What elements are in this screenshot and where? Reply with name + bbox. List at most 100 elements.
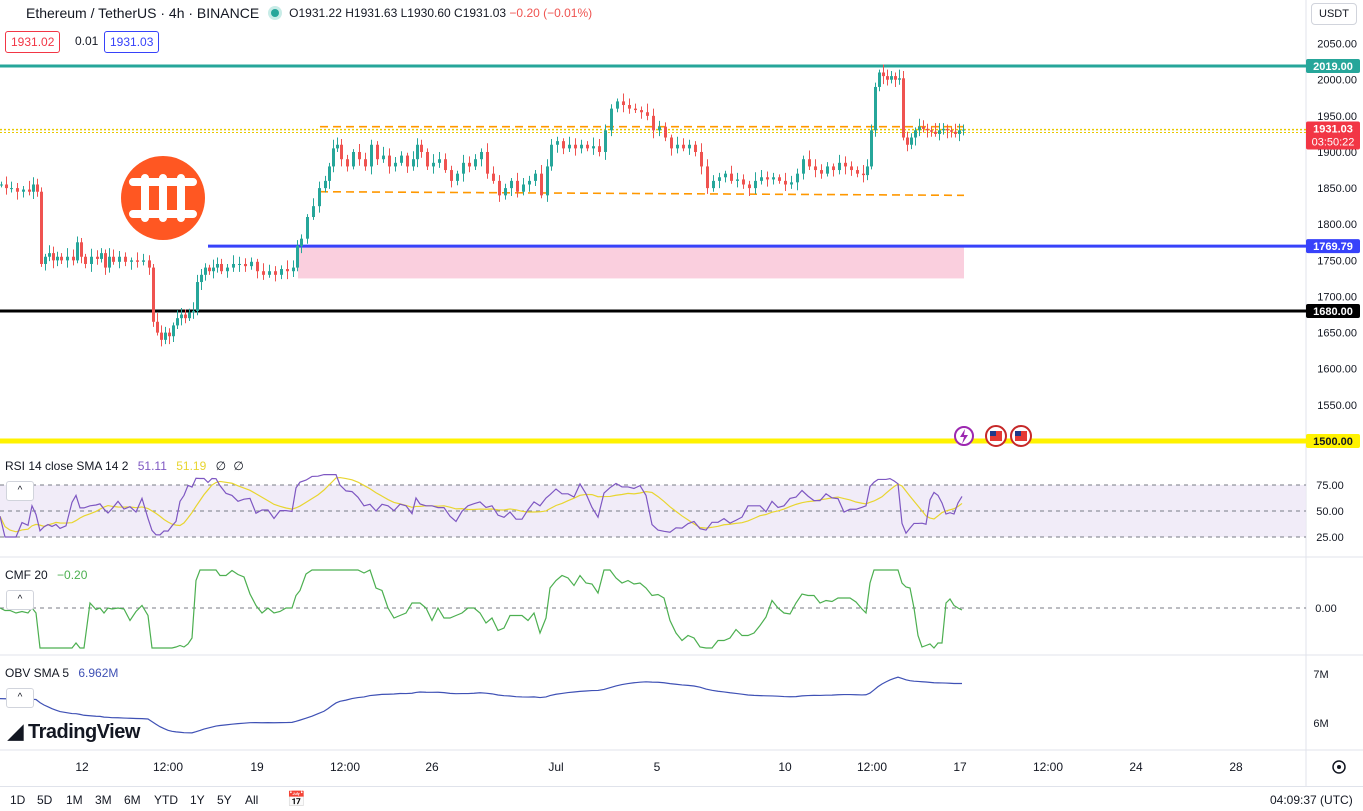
candle-body [438,159,441,163]
time-axis-label: 28 [1229,760,1243,774]
obv-collapse-button[interactable]: ^ [6,688,34,708]
candle-body [946,128,949,131]
candle-body [208,267,211,272]
candle-body [634,108,637,111]
obv-title: OBV SMA 5 [5,666,70,680]
candle-body [736,179,739,181]
candle-body [486,151,489,174]
candle-body [870,130,873,167]
candle-body [534,173,537,181]
candle-body [188,312,191,319]
candle-body [394,162,397,167]
sell-price-button[interactable]: 1931.02 [5,31,61,53]
rsi-label: RSI 14 close SMA 14 2 51.11 51.19 ∅ ∅ [5,459,244,473]
rsi-tick-label: 75.00 [1316,480,1344,492]
candle-body [918,126,921,131]
candle-body [450,170,453,181]
exchange-logo-mark [129,174,197,222]
candle-body [296,245,299,268]
candle-body [568,144,571,149]
candle-body [682,144,685,149]
candle-body [808,159,811,167]
candle-body [312,206,315,218]
candle-body [124,256,127,262]
candle-body [622,101,625,106]
chart-canvas[interactable]: 2050.002000.001950.001900.001850.001800.… [0,0,1363,786]
candle-body [844,162,847,167]
range-3m[interactable]: 3M [95,793,112,807]
candle-body [556,141,559,145]
chart-header: Ethereum / TetherUS · 4h · BINANCE O1931… [0,0,596,26]
ohlc-close: C1931.03 [454,6,507,20]
settings-icon-center [1337,765,1341,769]
range-all[interactable]: All [245,793,259,807]
candle-body [100,253,103,259]
candle-body [522,184,525,192]
cmf-collapse-button[interactable]: ^ [6,590,34,610]
candle-body [90,256,93,264]
candle-body [292,267,295,272]
candle-body [432,162,435,167]
candle-body [474,159,477,167]
utc-clock[interactable]: 04:09:37 (UTC) [1270,793,1353,807]
candle-body [866,166,869,176]
candle-body [340,144,343,160]
buy-price-button[interactable]: 1931.03 [104,31,160,53]
spread-label: 0.01 [70,31,104,51]
candle-body [742,179,745,185]
range-1m[interactable]: 1M [66,793,83,807]
rsi-collapse-button[interactable]: ^ [6,481,34,501]
candle-body [886,76,889,80]
candle-body [76,242,79,261]
candle-body [184,314,187,319]
candle-body [382,155,385,160]
candle-body [84,256,87,264]
current-price-text: 1931.03 [1313,124,1353,136]
candle-body [950,130,953,132]
ohlc-readout: O1931.22 H1931.63 L1930.60 C1931.03 −0.2… [289,6,596,20]
candle-body [220,263,223,272]
candle-body [232,263,235,268]
candle-body [760,177,763,181]
candle-body [358,151,361,160]
candle-body [420,144,423,152]
candle-body [580,144,583,149]
candle-body [528,180,531,185]
range-ytd[interactable]: YTD [154,793,178,807]
candle-body [168,332,171,337]
tag-1769-text: 1769.79 [1313,241,1353,253]
candle-body [894,76,897,80]
range-1d[interactable]: 1D [10,793,26,807]
candle-body [724,173,727,178]
candle-body [216,263,219,268]
candle-body [958,130,961,134]
tradingview-logo: ◢ TradingView [8,719,140,744]
candle-body [156,321,159,333]
candle-body [540,173,543,196]
brand-name: TradingView [27,721,140,743]
candle-body [890,76,893,80]
candle-body [652,115,655,131]
candle-body [598,146,601,152]
candle-body [628,105,631,109]
candle-body [778,177,781,181]
candle-body [274,271,277,275]
price-tick-label: 1600.00 [1317,364,1357,376]
range-1y[interactable]: 1Y [190,793,205,807]
candle-body [516,180,519,192]
candle-body [196,282,199,311]
candle-body [130,260,133,262]
rsi-extra-1: ∅ [215,459,227,473]
candle-body [790,182,793,185]
currency-selector[interactable]: USDT [1311,3,1357,25]
rsi-tick-label: 25.00 [1316,532,1344,544]
range-5y[interactable]: 5Y [217,793,232,807]
symbol-title[interactable]: Ethereum / TetherUS · 4h · BINANCE [26,5,260,21]
calendar-icon[interactable]: 📅 [287,791,306,808]
candle-body [504,188,507,196]
obv-tick-label: 7M [1313,669,1328,681]
price-tick-label: 1900.00 [1317,147,1357,159]
range-5d[interactable]: 5D [37,793,53,807]
range-6m[interactable]: 6M [124,793,141,807]
candle-body [148,260,151,268]
